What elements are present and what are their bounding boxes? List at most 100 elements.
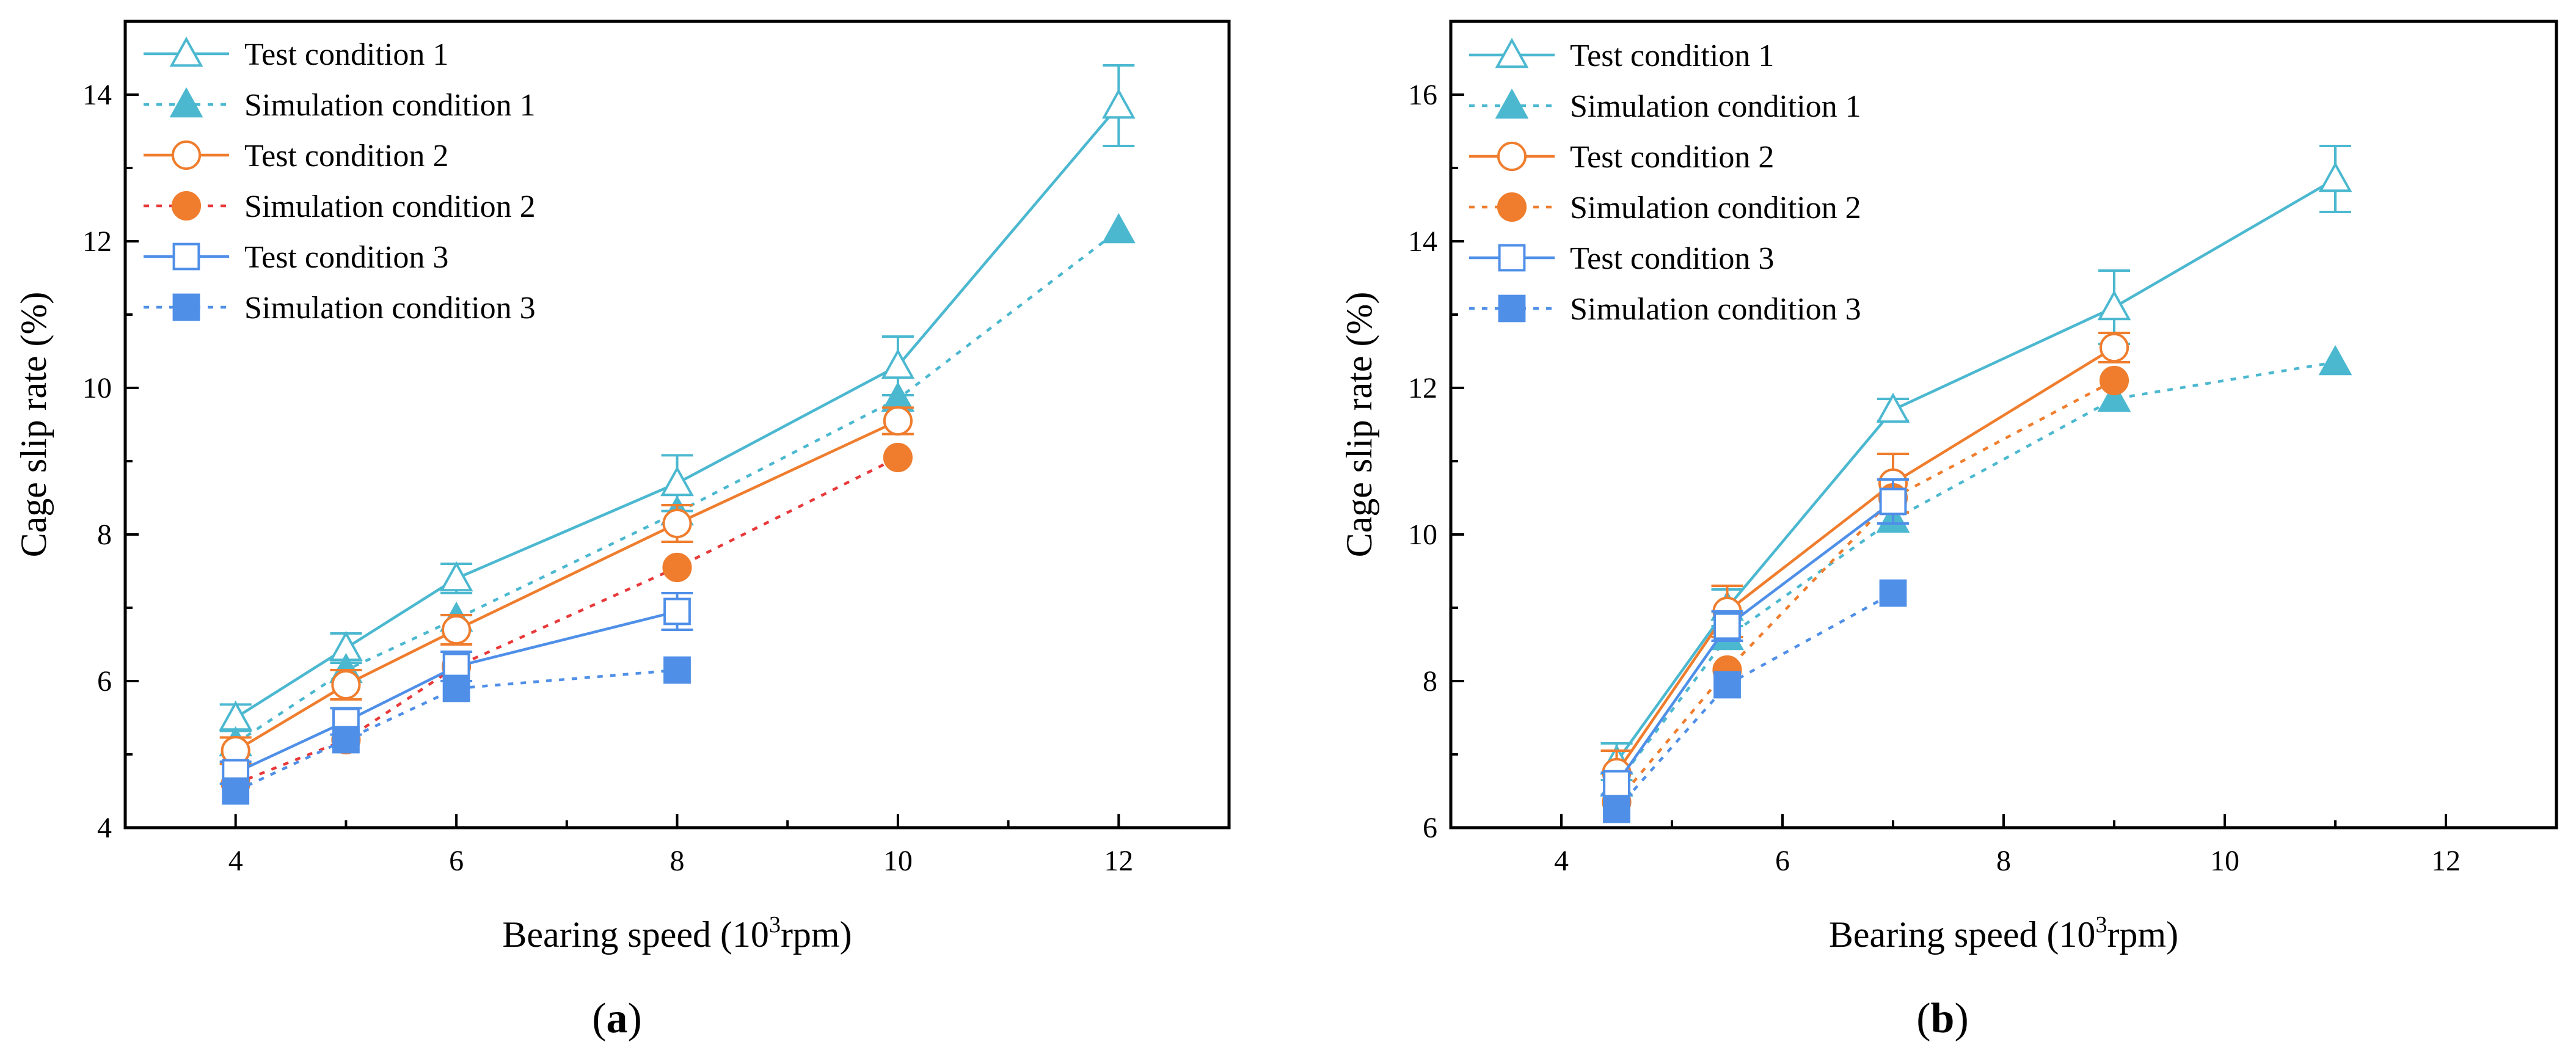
y-tick-label: 10	[82, 372, 112, 404]
data-point	[662, 552, 692, 583]
legend-label: Test condition 3	[1570, 241, 1774, 276]
data-point	[1879, 487, 1907, 516]
data-point	[1713, 671, 1741, 699]
data-point	[2097, 290, 2131, 321]
y-tick-label: 4	[97, 812, 112, 844]
legend-label: Simulation condition 2	[244, 189, 536, 224]
x-tick-label: 4	[228, 845, 243, 877]
series-3	[219, 406, 914, 766]
legend-label: Test condition 3	[244, 240, 448, 275]
data-point	[442, 674, 470, 702]
series-line	[235, 229, 1120, 745]
data-point	[2099, 365, 2129, 396]
series-6	[222, 656, 691, 805]
data-point	[660, 465, 694, 497]
y-tick-label: 14	[82, 79, 112, 111]
x-tick-label: 6	[1775, 845, 1790, 877]
x-axis-label: Bearing speed (103rpm)	[502, 912, 852, 955]
data-point	[1603, 770, 1630, 798]
series-line	[1615, 500, 1894, 785]
series-line	[1615, 360, 2336, 785]
y-tick-label: 10	[1408, 519, 1437, 551]
series-line	[1615, 346, 2115, 774]
y-tick-label: 12	[82, 225, 112, 258]
data-point	[663, 656, 691, 684]
series-2	[1600, 345, 2352, 797]
data-point	[1876, 392, 1910, 423]
x-tick-label: 6	[449, 845, 464, 877]
y-tick-label: 16	[1408, 79, 1437, 111]
data-point	[883, 406, 913, 436]
x-tick-label: 12	[2431, 845, 2461, 877]
legend-marker	[1498, 294, 1526, 323]
x-axis-label: Bearing speed (103rpm)	[1829, 912, 2178, 955]
y-tick-label: 8	[97, 519, 112, 551]
y-tick-label: 14	[1408, 225, 1437, 258]
x-tick-label: 8	[670, 845, 685, 877]
data-point	[1603, 795, 1630, 823]
series-6	[1603, 579, 1907, 823]
legend-label: Simulation condition 1	[1570, 89, 1861, 124]
data-point	[2097, 381, 2131, 412]
legend-label: Simulation condition 2	[1570, 191, 1861, 225]
legend-marker	[1495, 37, 1529, 68]
legend-label: Simulation condition 1	[244, 88, 536, 123]
y-axis-label: Cage slip rate (%)	[1339, 292, 1379, 558]
series-line	[235, 610, 678, 775]
data-point	[1101, 88, 1136, 119]
x-tick-label: 4	[1554, 845, 1569, 877]
legend-marker	[169, 87, 203, 118]
panel-label: (a)	[592, 995, 642, 1042]
data-point	[442, 614, 472, 645]
legend-marker	[172, 242, 200, 271]
legend-label: Simulation condition 3	[244, 291, 536, 326]
legend-label: Test condition 1	[244, 37, 448, 72]
data-point	[331, 669, 361, 700]
data-point	[219, 700, 253, 731]
legend: Test condition 1 Simulation condition 1 Te…	[144, 36, 536, 326]
data-point	[663, 597, 691, 625]
series-line	[235, 668, 677, 793]
legend-label: Simulation condition 3	[1570, 292, 1861, 327]
legend-marker	[172, 293, 200, 321]
panel-label: (b)	[1916, 995, 1969, 1042]
series-line	[235, 419, 899, 752]
y-tick-label: 12	[1408, 372, 1437, 404]
chart-panel-b: 4 6 8 10 12 6 8 10 12 14 16 Bearing speed (103rpm) C…	[1339, 20, 2558, 1042]
series-5	[219, 592, 693, 787]
data-point	[1101, 213, 1136, 244]
data-point	[883, 442, 913, 473]
legend-label: Test condition 1	[1570, 38, 1774, 73]
series-5	[1600, 478, 1909, 798]
series-3	[1600, 332, 2130, 796]
y-tick-label: 6	[97, 665, 112, 698]
legend-marker	[1495, 88, 1529, 119]
y-tick-label: 8	[1423, 665, 1437, 698]
data-point	[662, 508, 692, 539]
y-axis-label: Cage slip rate (%)	[13, 292, 54, 558]
legend-marker	[1498, 244, 1526, 272]
x-tick-label: 8	[1996, 845, 2011, 877]
legend-marker	[171, 191, 202, 221]
legend-marker	[171, 140, 202, 170]
data-point	[332, 726, 360, 754]
data-point	[442, 652, 470, 680]
data-point	[439, 561, 473, 592]
data-point	[1879, 579, 1907, 607]
data-point	[2318, 345, 2352, 376]
legend-marker	[1497, 141, 1527, 172]
series-line	[235, 456, 899, 786]
legend-marker	[169, 36, 203, 67]
legend-label: Test condition 2	[244, 139, 448, 173]
legend-marker	[1497, 192, 1527, 222]
series-line	[1615, 592, 1894, 811]
y-tick-label: 6	[1423, 812, 1437, 844]
x-tick-label: 12	[1104, 845, 1133, 877]
data-point	[2099, 332, 2129, 363]
legend-label: Test condition 2	[1570, 140, 1774, 175]
data-point	[881, 348, 915, 379]
series-4	[221, 442, 913, 799]
data-point	[1713, 612, 1741, 640]
series-line	[235, 104, 1120, 719]
